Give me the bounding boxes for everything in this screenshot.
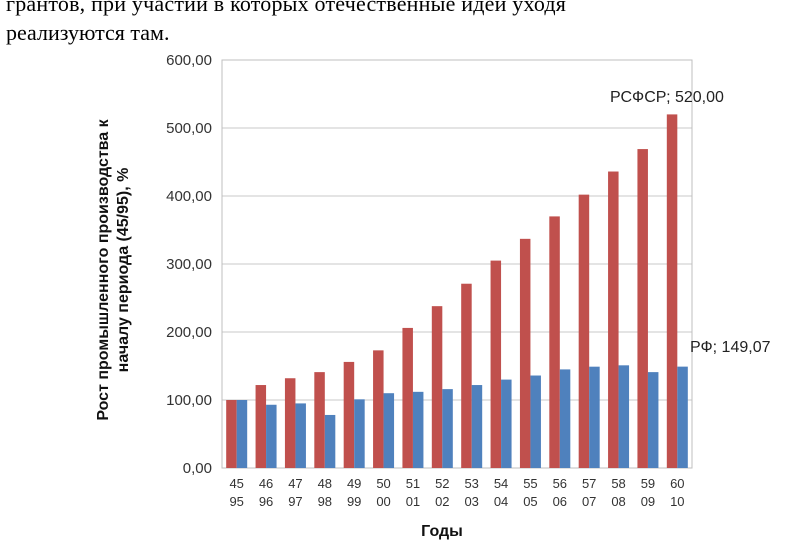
x-tick-label: 48: [318, 476, 332, 491]
y-tick-label: 100,00: [166, 392, 212, 409]
y-tick-label: 200,00: [166, 324, 212, 341]
x-tick-label: 54: [494, 476, 508, 491]
y-tick-label: 500,00: [166, 120, 212, 137]
chart-bars: [226, 114, 688, 469]
bar-rsfsr: [608, 171, 619, 468]
x-tick-label: 95: [229, 494, 243, 509]
x-tick-label: 49: [347, 476, 361, 491]
x-tick-label: 10: [670, 494, 684, 509]
x-tick-label: 52: [435, 476, 449, 491]
x-tick-label: 50: [376, 476, 390, 491]
x-tick-label: 96: [259, 494, 273, 509]
bar-rsfsr: [402, 327, 413, 468]
bar-rsfsr: [519, 238, 531, 468]
bar-rsfsr: [314, 372, 325, 468]
plot-border: [221, 59, 693, 469]
x-tick-label: 07: [582, 494, 596, 509]
x-axis-ticks: 45 95 46 96 47 97 48 98 49 99 50 00 51 01 52 02 53 03 54 04…: [229, 476, 684, 509]
bar-rf: [618, 365, 630, 468]
document-text-line-1: грантов, при участии в которых отечестве…: [6, 0, 567, 16]
x-tick-label: 04: [494, 494, 508, 509]
plot-area: [221, 59, 693, 469]
y-tick-label: 0,00: [183, 460, 212, 477]
bar-rsfsr: [343, 361, 355, 468]
x-tick-label: 01: [406, 494, 420, 509]
bar-rsfsr: [490, 260, 502, 468]
x-tick-label: 53: [464, 476, 478, 491]
bar-rf: [442, 389, 453, 468]
x-tick-label: 59: [641, 476, 655, 491]
x-tick-label: 45: [229, 476, 243, 491]
bar-rf: [589, 366, 600, 468]
x-tick-label: 02: [435, 494, 449, 509]
bar-rsfsr: [461, 283, 472, 468]
x-tick-label: 99: [347, 494, 361, 509]
y-tick-label: 300,00: [166, 256, 212, 273]
bar-rf: [354, 399, 365, 468]
x-tick-label: 60: [670, 476, 684, 491]
y-tick-label: 600,00: [166, 52, 212, 69]
x-tick-label: 09: [641, 494, 655, 509]
bar-rf: [383, 393, 395, 468]
y-axis-title-line-1: Рост промышленного производства к: [95, 118, 112, 420]
bar-rf: [647, 372, 659, 468]
y-tick-label: 400,00: [166, 188, 212, 205]
bar-rsfsr: [373, 350, 384, 468]
x-tick-label: 00: [376, 494, 390, 509]
bar-rsfsr: [666, 114, 678, 469]
annotation-rf: РФ; 149,07: [690, 339, 771, 356]
document-text-line-2: реализуются там.: [6, 20, 170, 45]
bar-rf: [412, 391, 424, 468]
bar-rsfsr: [431, 306, 443, 468]
y-axis-ticks: 0,00 100,00 200,00 300,00 400,00 500,00 600,00: [166, 52, 212, 477]
bar-rsfsr: [284, 378, 296, 468]
bar-rsfsr: [255, 385, 267, 468]
x-tick-label: 08: [611, 494, 625, 509]
x-tick-label: 46: [259, 476, 273, 491]
bar-rf: [530, 375, 541, 468]
x-tick-label: 57: [582, 476, 596, 491]
bar-rf: [677, 366, 688, 468]
bar-rf: [471, 385, 483, 468]
x-tick-label: 47: [288, 476, 302, 491]
bar-rsfsr: [637, 149, 648, 468]
x-tick-label: 58: [611, 476, 625, 491]
x-tick-label: 97: [288, 494, 302, 509]
x-tick-label: 03: [464, 494, 478, 509]
x-tick-label: 55: [523, 476, 537, 491]
x-tick-label: 51: [406, 476, 420, 491]
bar-rf: [295, 403, 306, 468]
y-axis-title-line-2: началу периода (45/95), %: [115, 168, 132, 373]
x-tick-label: 56: [553, 476, 567, 491]
x-axis-title: Годы: [421, 523, 463, 540]
bar-rf: [501, 379, 512, 468]
bar-rsfsr: [549, 216, 560, 468]
x-tick-label: 98: [318, 494, 332, 509]
annotation-rsfsr: РСФСР; 520,00: [610, 89, 724, 106]
bar-rf: [324, 414, 336, 468]
x-tick-label: 06: [553, 494, 567, 509]
bar-rsfsr: [578, 194, 590, 468]
bar-rf: [236, 400, 248, 468]
x-tick-label: 05: [523, 494, 537, 509]
bar-rsfsr: [226, 400, 237, 468]
bar-rf: [559, 369, 571, 468]
bar-rf: [266, 404, 277, 468]
